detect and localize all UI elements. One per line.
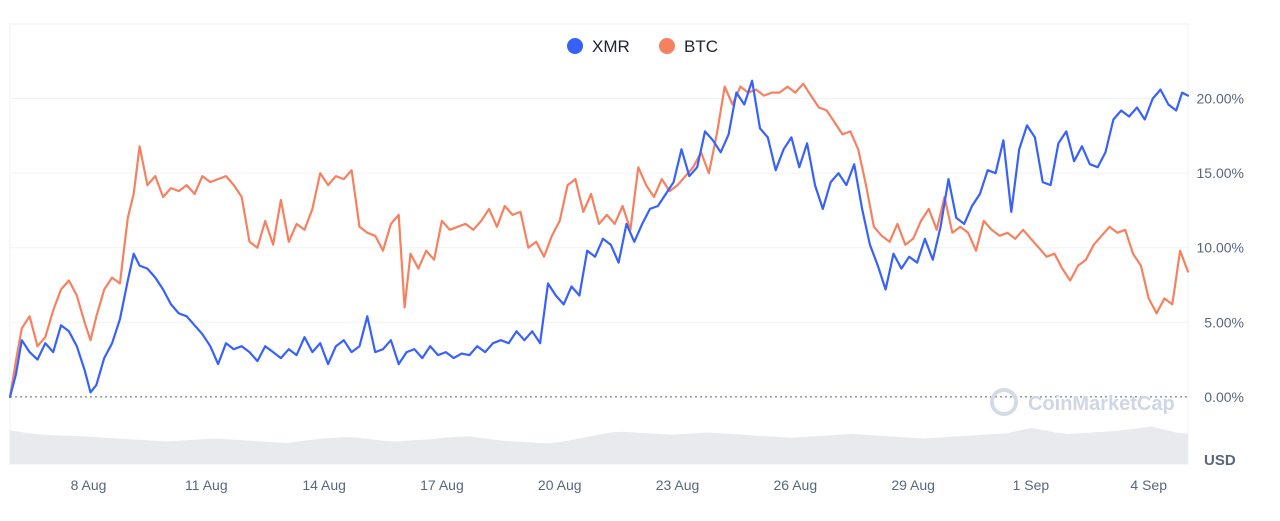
x-axis-ticks: 8 Aug 11 Aug 14 Aug 17 Aug 20 Aug 23 Aug 26 Au… [71,477,1168,493]
grid-lines [10,98,1188,323]
y-tick-label: 20.00% [1197,91,1244,107]
y-tick-label: 5.00% [1204,314,1244,330]
legend-btc-label: BTC [684,37,718,56]
x-tick-label: 29 Aug [891,477,935,493]
y-tick-label: 0.00% [1204,389,1244,405]
legend-xmr-marker-icon [567,38,583,54]
legend-xmr-label: XMR [592,37,630,56]
y-tick-label: 15.00% [1197,165,1244,181]
watermark: CoinMarketCap [990,388,1175,416]
x-tick-label: 11 Aug [185,477,228,493]
x-tick-label: 26 Aug [774,477,818,493]
x-tick-label: 1 Sep [1013,477,1050,493]
series-line-xmr[interactable] [8,79,1190,398]
coinmarketcap-logo-icon [990,388,1018,416]
legend-btc-marker-icon [659,38,675,54]
legend: XMR BTC [567,37,718,56]
x-tick-label: 17 Aug [420,477,464,493]
y-axis-ticks: 0.00% 5.00% 10.00% 15.00% 20.00% [1197,91,1244,405]
series-line-btc[interactable] [8,82,1190,398]
x-tick-label: 8 Aug [71,477,107,493]
currency-label[interactable]: USD [1204,452,1236,469]
volume-path [10,426,1188,464]
x-tick-label: 20 Aug [538,477,582,493]
x-tick-label: 14 Aug [302,477,346,493]
legend-item-xmr[interactable]: XMR [567,37,630,56]
x-tick-label: 4 Sep [1130,477,1167,493]
chart-frame [9,23,1189,465]
volume-area [10,426,1188,464]
watermark-text: CoinMarketCap [1028,393,1175,415]
legend-item-btc[interactable]: BTC [659,37,718,56]
x-tick-label: 23 Aug [656,477,700,493]
y-tick-label: 10.00% [1197,240,1244,256]
series-lines [8,79,1190,398]
